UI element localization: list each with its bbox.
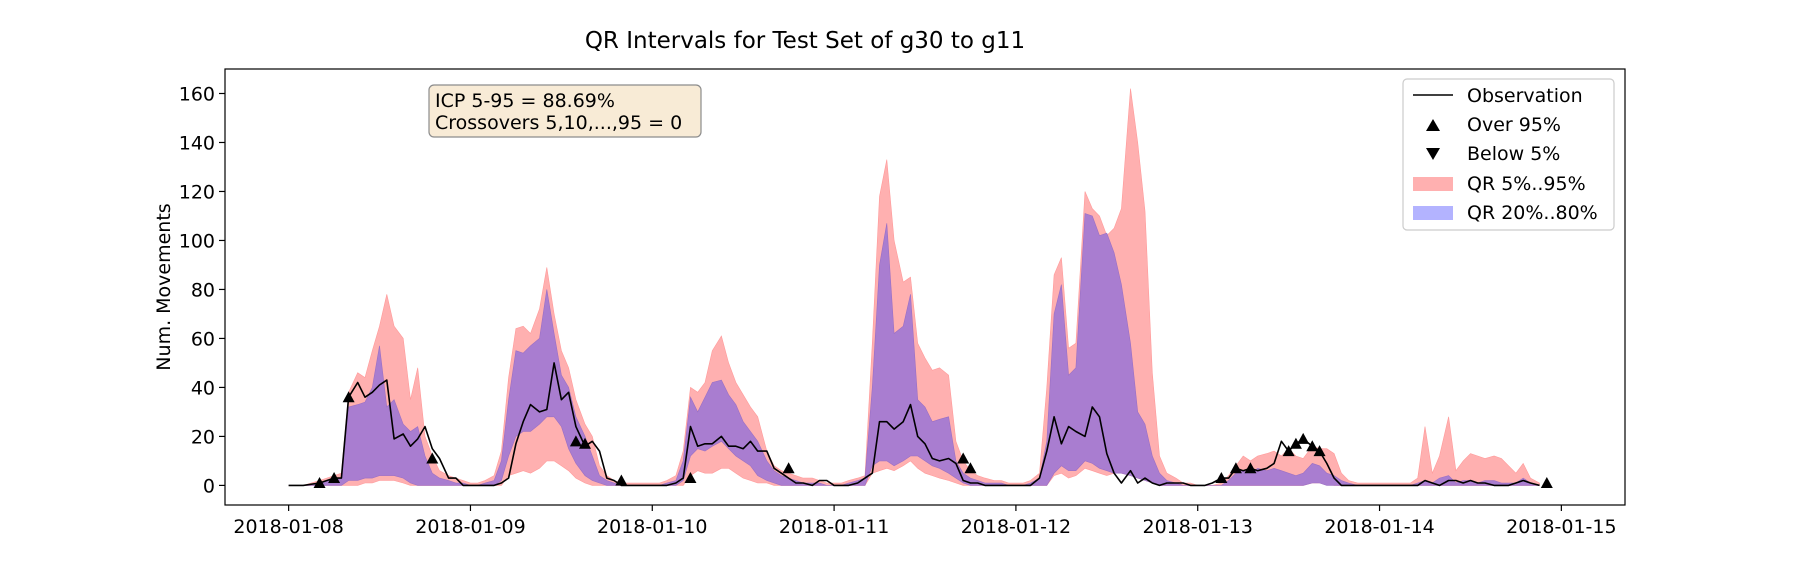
annotation-icp: ICP 5-95 = 88.69% [435,90,615,112]
legend: Observation Over 95% Below 5% QR 5%..95%… [1402,78,1615,231]
x-tick-label: 2018-01-12 [961,516,1071,538]
over-95-marker [1313,445,1326,457]
x-tick-label: 2018-01-11 [779,516,889,538]
x-tick-label: 2018-01-08 [233,516,343,538]
legend-below-marker [1426,148,1440,160]
x-tick-label: 2018-01-15 [1506,516,1616,538]
x-tick-label: 2018-01-09 [415,516,525,538]
over-95-marker [1282,445,1295,457]
over-95-marker [328,472,341,484]
x-tick-label: 2018-01-13 [1143,516,1253,538]
over-95-marker [684,472,697,484]
over-95-marker [964,462,977,474]
x-tick-label: 2018-01-10 [597,516,707,538]
over-95-marker [1289,437,1302,449]
over-95-marker [1229,462,1242,474]
y-tick-label: 140 [179,132,215,154]
legend-qr-outer-label: QR 5%..95% [1467,173,1586,195]
annotation-crossovers: Crossovers 5,10,...,95 = 0 [435,112,682,134]
y-tick-label: 100 [179,230,215,252]
legend-observation-label: Observation [1467,85,1583,107]
x-axis: 2018-01-08 2018-01-09 2018-01-10 2018-01-11… [233,505,1617,538]
over-95-marker [1297,432,1310,444]
legend-over-label: Over 95% [1467,114,1561,136]
plot-area [288,88,1553,488]
over-95-marker [342,391,355,403]
annotation-background [428,84,702,138]
x-tick-label: 2018-01-14 [1324,516,1434,538]
plot-frame [224,68,1626,506]
y-tick-label: 20 [191,426,215,448]
y-axis: 0 20 40 60 80 100 120 140 160 [179,83,225,497]
chart-title: QR Intervals for Test Set of g30 to g11 [585,28,1025,54]
over-95-marker [1244,462,1257,474]
legend-frame [1402,78,1615,231]
y-tick-label: 160 [179,83,215,105]
annotation-box: ICP 5-95 = 88.69% Crossovers 5,10,...,95… [428,84,702,138]
over-95-marker [579,437,591,449]
legend-below-label: Below 5% [1467,143,1560,165]
legend-qr-outer-swatch [1413,177,1453,191]
y-tick-label: 60 [191,328,215,350]
over-95-marker [1306,440,1319,452]
over-95-marker [782,462,795,474]
over-95-marker [1215,472,1228,484]
y-tick-label: 80 [191,279,215,301]
y-axis-label: Num. Movements [153,203,175,370]
over-95-marker [1540,476,1553,488]
over-95-marker [313,476,326,488]
y-tick-label: 40 [191,377,215,399]
legend-qr-inner-label: QR 20%..80% [1467,202,1598,224]
legend-qr-inner-swatch [1413,206,1453,220]
over-95-marker [426,452,439,464]
over-95-marker [615,474,628,486]
y-tick-label: 120 [179,181,215,203]
observation-line [288,362,1540,487]
legend-over-marker [1426,119,1440,131]
over-95-marker [957,452,970,464]
y-tick-label: 0 [203,475,215,497]
over-95-marker [569,435,582,447]
